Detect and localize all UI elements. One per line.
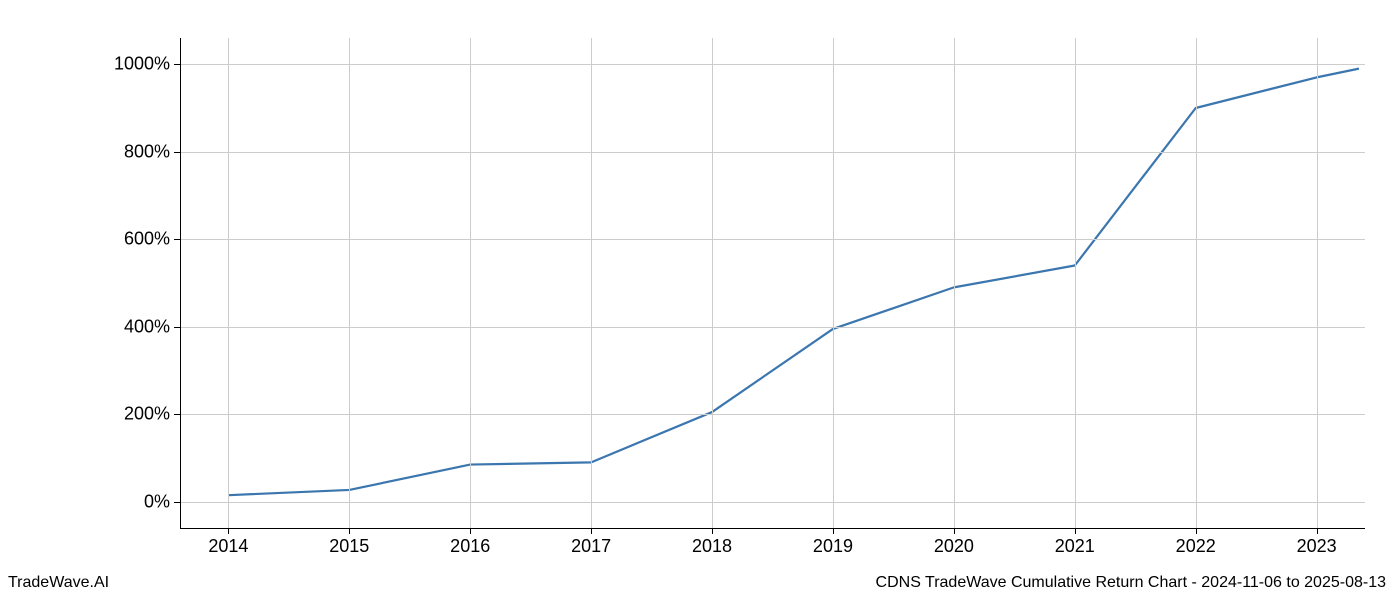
- grid-line-horizontal: [180, 152, 1365, 153]
- footer-right-text: CDNS TradeWave Cumulative Return Chart -…: [876, 574, 1386, 592]
- x-tick-label: 2022: [1176, 528, 1216, 557]
- y-tick-label: 1000%: [114, 54, 180, 75]
- grid-line-vertical: [954, 38, 955, 528]
- grid-line-vertical: [1196, 38, 1197, 528]
- chart-container: 0% 200% 400% 600% 800% 1000% 2014 2015 2016 2017 2…: [0, 0, 1400, 600]
- grid-line-vertical: [349, 38, 350, 528]
- y-tick-label: 200%: [124, 404, 180, 425]
- grid-line-vertical: [1317, 38, 1318, 528]
- x-tick-label: 2016: [450, 528, 490, 557]
- x-tick-label: 2020: [934, 528, 974, 557]
- grid-line-vertical: [1075, 38, 1076, 528]
- grid-line-vertical: [833, 38, 834, 528]
- x-tick-label: 2021: [1055, 528, 1095, 557]
- x-tick-label: 2023: [1297, 528, 1337, 557]
- y-tick-label: 800%: [124, 141, 180, 162]
- y-tick-label: 600%: [124, 229, 180, 250]
- x-axis-line: [180, 528, 1365, 529]
- x-tick-label: 2017: [571, 528, 611, 557]
- y-tick-label: 0%: [144, 491, 180, 512]
- y-tick-label: 400%: [124, 316, 180, 337]
- x-tick-label: 2015: [329, 528, 369, 557]
- grid-line-horizontal: [180, 64, 1365, 65]
- grid-line-vertical: [228, 38, 229, 528]
- grid-line-horizontal: [180, 502, 1365, 503]
- x-tick-label: 2014: [208, 528, 248, 557]
- footer-left-text: TradeWave.AI: [8, 574, 109, 592]
- grid-line-vertical: [470, 38, 471, 528]
- grid-line-horizontal: [180, 414, 1365, 415]
- grid-line-horizontal: [180, 239, 1365, 240]
- grid-line-vertical: [591, 38, 592, 528]
- y-axis-line: [180, 38, 181, 528]
- x-tick-label: 2018: [692, 528, 732, 557]
- grid-line-vertical: [712, 38, 713, 528]
- plot-area: 0%200%400%600%800%1000%20142015201620172…: [180, 38, 1365, 528]
- line-series-svg: [180, 38, 1365, 528]
- grid-line-horizontal: [180, 327, 1365, 328]
- line-series: [228, 69, 1359, 496]
- x-tick-label: 2019: [813, 528, 853, 557]
